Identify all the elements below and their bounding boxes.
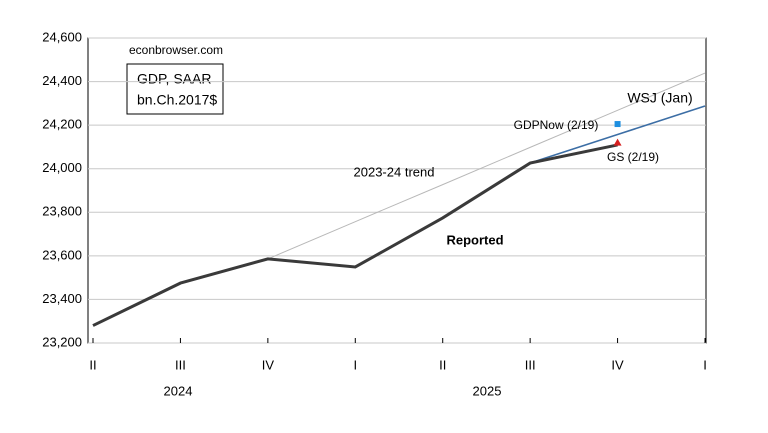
x-tick-label: I (353, 357, 357, 372)
series-line (529, 105, 706, 164)
series-label: WSJ (Jan) (627, 90, 692, 106)
marker (614, 121, 621, 128)
y-tick-label: 24,400 (42, 73, 82, 88)
x-tick-label: II (89, 357, 96, 372)
y-tick-label: 24,600 (42, 29, 82, 44)
x-tick-label: I (703, 357, 707, 372)
x-tick-label: IV (262, 357, 275, 372)
y-tick-label: 24,000 (42, 160, 82, 175)
source: econbrowser.com (129, 43, 223, 57)
series-line (92, 143, 618, 327)
box-line: GDP, SAAR (137, 71, 211, 87)
y-tick-label: 23,600 (42, 247, 82, 262)
series-label: GS (2/19) (607, 150, 659, 164)
box-line: bn.Ch.2017$ (137, 92, 217, 108)
series-label: Reported (446, 232, 503, 247)
y-tick-label: 23,800 (42, 204, 82, 219)
series-line (267, 72, 706, 260)
y-tick-label: 24,200 (42, 117, 82, 132)
year-label: 2025 (473, 383, 502, 398)
series-label: 2023-24 trend (354, 164, 435, 179)
y-tick-label: 23,400 (42, 291, 82, 306)
y-tick-label: 23,200 (42, 334, 82, 349)
x-tick-label: III (525, 357, 536, 372)
series-label: GDPNow (2/19) (514, 118, 599, 132)
x-tick-label: III (175, 357, 186, 372)
x-tick-label: II (439, 357, 446, 372)
x-tick-label: IV (611, 357, 624, 372)
legend-box (126, 63, 224, 115)
year-label: 2024 (164, 383, 193, 398)
marker (613, 138, 622, 146)
